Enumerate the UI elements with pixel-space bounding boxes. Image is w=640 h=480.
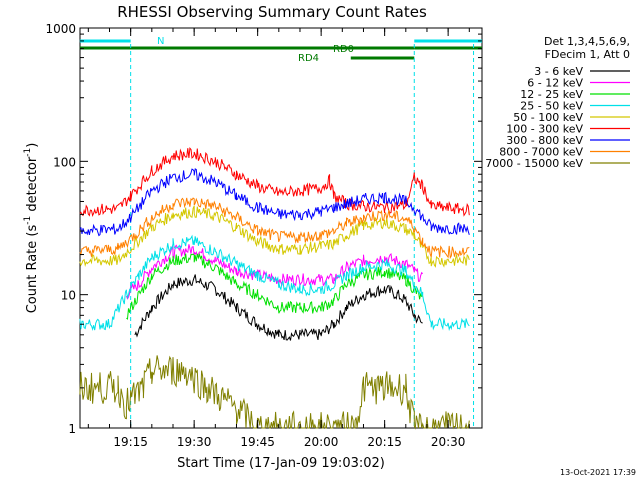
y-tick-label: 10 [61,289,76,303]
x-tick-label: 20:00 [304,435,339,449]
legend-label: 800 - 7000 keV [499,146,583,159]
legend-label: 25 - 50 keV [520,100,583,113]
legend-header-1: Det 1,3,4,5,6,9, [544,35,630,48]
legend-label: 300 - 800 keV [506,134,583,147]
x-axis-title: Start Time (17-Jan-09 19:03:02) [177,456,385,471]
x-tick-label: 19:15 [113,435,148,449]
series-line [79,355,470,430]
timestamp: 13-Oct-2021 17:39 [560,468,636,477]
legend-label: 7000 - 15000 keV [485,157,583,170]
y-axis-title-main: Count Rate (s [25,225,40,314]
y-axis-title-sup2: -1 [23,148,33,157]
y-tick-label: 1000 [45,22,76,36]
series-line [126,252,423,320]
flag-label-rd0: RD0 [333,44,354,55]
legend-label: 6 - 12 keV [527,77,583,90]
chart-title: RHESSI Observing Summary Count Rates [117,3,427,21]
flag-label-rd4: RD4 [298,53,319,64]
series-line [79,197,470,260]
series-line [79,205,470,268]
y-tick-label: 100 [53,155,76,169]
series-line [79,234,470,332]
x-tick-label: 19:30 [177,435,212,449]
series-group [79,146,470,430]
flag-bars [79,39,482,428]
y-axis-title-mid: detector [25,156,40,216]
axes: 19:15 19:30 19:45 20:00 20:15 20:30 1 10 100 1000 [45,22,482,449]
legend-label: 12 - 25 keV [520,88,583,101]
x-tick-label: 20:15 [367,435,402,449]
y-tick-label: 1 [68,422,76,436]
y-axis-title: Count Rate (s-1 detector-1) [23,143,40,314]
series-line [79,146,470,217]
series-line [134,274,423,341]
flag-label-night: N [157,36,164,47]
legend-label: 3 - 6 keV [534,65,583,78]
x-tick-label: 19:45 [240,435,275,449]
x-tick-label: 20:30 [431,435,466,449]
series-line [79,168,470,237]
legend-header-2: FDecim 1, Att 0 [545,48,630,61]
y-axis-title-end: ) [25,143,40,148]
y-axis-title-sup1: -1 [23,216,33,225]
legend-label: 100 - 300 keV [506,123,583,136]
legend-label: 50 - 100 keV [513,111,583,124]
